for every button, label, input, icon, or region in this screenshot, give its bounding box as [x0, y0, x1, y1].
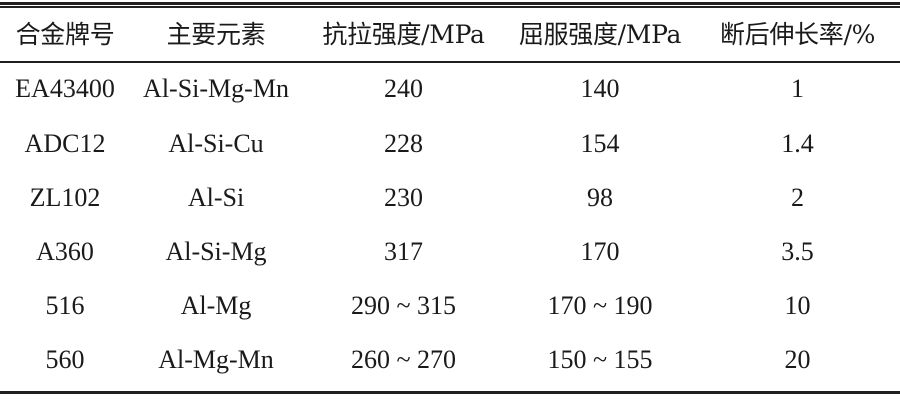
table-top-rule-outer	[0, 2, 900, 5]
table-body: EA43400 Al-Si-Mg-Mn 240 140 1 ADC12 Al-S…	[0, 61, 900, 387]
cell-alloy-grade: 560	[45, 344, 85, 374]
cell-main-elements: Al-Si-Cu	[168, 128, 264, 158]
table-row: ZL102 Al-Si 230 98 2	[0, 171, 900, 225]
cell-main-elements: Al-Si	[187, 182, 245, 212]
cell-yield-strength: 150 ~ 155	[547, 344, 653, 374]
cell-alloy-grade: ZL102	[29, 182, 101, 212]
table-row: ADC12 Al-Si-Cu 228 154 1.4	[0, 117, 900, 171]
cell-alloy-grade: 516	[45, 290, 85, 320]
cell-elongation: 10	[784, 290, 811, 320]
cell-alloy-grade: EA43400	[15, 73, 115, 103]
cell-elongation: 1.4	[781, 128, 814, 158]
table-row: 560 Al-Mg-Mn 260 ~ 270 150 ~ 155 20	[0, 333, 900, 387]
table-header: 合金牌号 主要元素 抗拉强度/MPa 屈服强度/MPa 断后伸长率/%	[0, 8, 900, 61]
table-top-rule-inner	[0, 6, 900, 8]
cell-main-elements: Al-Mg	[180, 290, 252, 320]
cell-tensile-strength: 260 ~ 270	[350, 344, 457, 374]
cell-main-elements: Al-Si-Mg	[165, 236, 267, 266]
cell-alloy-grade: A360	[36, 236, 94, 266]
cell-yield-strength: 98	[587, 182, 613, 212]
cell-tensile-strength: 317	[384, 236, 423, 266]
column-header-tensile-strength: 抗拉强度/MPa	[322, 19, 485, 49]
table-row: A360 Al-Si-Mg 317 170 3.5	[0, 225, 900, 279]
cell-main-elements: Al-Si-Mg-Mn	[143, 73, 289, 103]
column-header-main-elements: 主要元素	[166, 19, 266, 49]
column-header-yield-strength: 屈服强度/MPa	[518, 19, 682, 49]
cell-elongation: 1	[791, 73, 804, 103]
table-row: 516 Al-Mg 290 ~ 315 170 ~ 190 10	[0, 279, 900, 333]
cell-main-elements: Al-Mg-Mn	[158, 344, 274, 374]
cell-tensile-strength: 228	[384, 128, 423, 158]
table-header-rule	[0, 61, 900, 63]
cell-elongation: 2	[791, 182, 804, 212]
cell-yield-strength: 170 ~ 190	[547, 290, 653, 320]
table-bottom-rule	[0, 391, 900, 394]
table-header-row: 合金牌号 主要元素 抗拉强度/MPa 屈服强度/MPa 断后伸长率/%	[0, 8, 900, 61]
table-row: EA43400 Al-Si-Mg-Mn 240 140 1	[0, 61, 900, 117]
cell-tensile-strength: 290 ~ 315	[350, 290, 457, 320]
column-header-alloy-grade: 合金牌号	[15, 19, 115, 49]
cell-yield-strength: 140	[580, 73, 620, 103]
cell-alloy-grade: ADC12	[24, 128, 106, 158]
cell-tensile-strength: 230	[384, 182, 423, 212]
cell-tensile-strength: 240	[384, 73, 423, 103]
cell-elongation: 20	[784, 344, 811, 374]
alloy-properties-table: 合金牌号 主要元素 抗拉强度/MPa 屈服强度/MPa 断后伸长率/% EA43…	[0, 8, 900, 387]
cell-elongation: 3.5	[781, 236, 814, 266]
cell-yield-strength: 154	[580, 128, 620, 158]
cell-yield-strength: 170	[580, 236, 620, 266]
column-header-elongation: 断后伸长率/%	[719, 19, 876, 49]
